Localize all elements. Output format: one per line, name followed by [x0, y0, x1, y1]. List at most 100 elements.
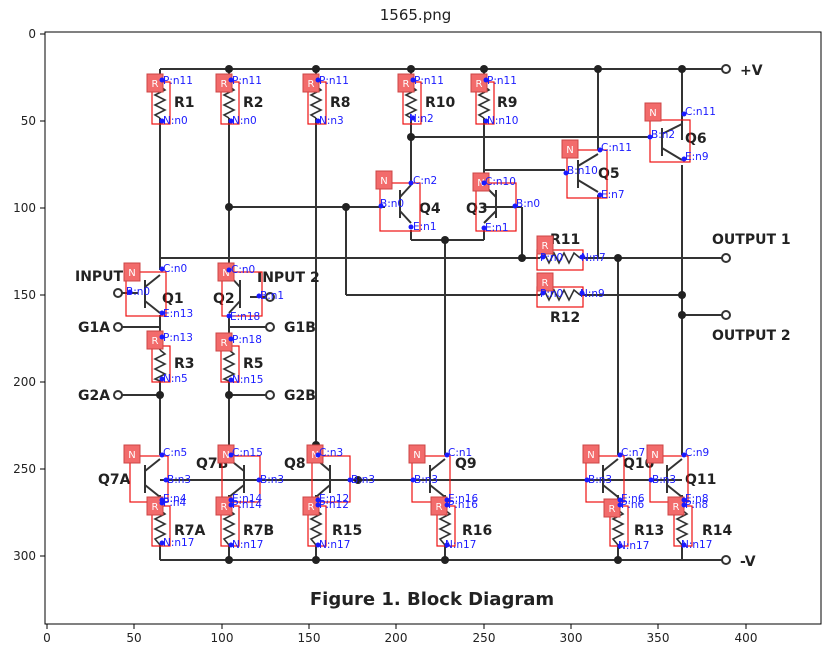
q7b-e-label: E:n14 [232, 493, 263, 505]
q1-tag: N [128, 268, 135, 279]
r10-n-label: N:n2 [409, 113, 434, 125]
label-r15: R15 [332, 523, 362, 539]
label-r14: R14 [702, 523, 733, 539]
label-minus-v: -V [740, 554, 756, 570]
r2-tag: R [221, 79, 228, 90]
label-r13: R13 [634, 523, 664, 539]
q7b-c-label: C:n15 [232, 447, 263, 459]
component-labels: R1 R2 R8 R10 R9 R3 R5 R7A R7B R15 R16 R1… [75, 63, 791, 570]
minus-v-terminal [721, 555, 731, 565]
label-r9: R9 [497, 95, 518, 111]
r8-tag: R [308, 79, 315, 90]
label-q2: Q2 [213, 291, 235, 307]
q7b-b-label: B:n3 [260, 474, 284, 486]
r15-p-label: P:n12 [319, 499, 349, 511]
label-input2: INPUT 2 [257, 270, 320, 286]
r10-tag: R [403, 79, 410, 90]
r11-box [536, 249, 584, 271]
label-q4: Q4 [419, 201, 441, 217]
q10-b-label: B:n3 [588, 474, 612, 486]
q6-box [649, 119, 691, 163]
q11-b-label: B:n3 [652, 474, 676, 486]
input1-terminal [113, 288, 123, 298]
label-r12: R12 [550, 310, 580, 326]
q3-tag: N [477, 178, 484, 189]
q9-c-label: C:n1 [448, 447, 472, 459]
q4-symbol [399, 184, 412, 224]
q1-b-label: B:n0 [126, 286, 150, 298]
label-g2a: G2A [78, 388, 110, 404]
q2-tag: N [222, 268, 229, 279]
r9-p-label: P:n11 [487, 75, 517, 87]
r1-tag: R [152, 79, 159, 90]
q10-tag: N [587, 450, 594, 461]
r3-p-label: P:n13 [163, 332, 193, 344]
r3-tag: R [152, 336, 159, 347]
r15-n-label: N:n17 [319, 539, 350, 551]
r13-zigzag [611, 509, 625, 546]
pin-dots [127, 77, 687, 549]
r3-zigzag [153, 349, 167, 382]
r14-n-label: N:n17 [681, 539, 712, 551]
label-q9: Q9 [455, 456, 477, 472]
r7a-p-label: P:n4 [163, 497, 187, 509]
label-r7b: R7B [243, 523, 274, 539]
x-axis-ticks: 0 50 100 150 200 250 300 350 400 [43, 624, 757, 645]
label-q5: Q5 [598, 166, 620, 182]
output1-terminal [721, 253, 731, 263]
label-r5: R5 [243, 356, 264, 372]
q5-b-label: B:n10 [567, 165, 598, 177]
q1-symbol [144, 274, 161, 314]
r5-p-label: P:n18 [232, 334, 262, 346]
r12-box [536, 286, 584, 308]
q3-e-label: E:n1 [485, 222, 509, 234]
q8-c-label: C:n3 [319, 447, 343, 459]
q4-c-label: C:n2 [413, 175, 437, 187]
q7a-b-label: B:n3 [167, 474, 191, 486]
r16-zigzag [438, 509, 452, 546]
r10-p-label: P:n11 [414, 75, 444, 87]
r1-p-label: P:n11 [163, 75, 193, 87]
q9-e-label: E:n16 [448, 493, 479, 505]
r16-tag: R [436, 502, 443, 513]
label-g1b: G1B [284, 320, 316, 336]
r14-tag: R [673, 502, 680, 513]
q2-e-label: E:n18 [230, 311, 260, 323]
q5-e-label: E:n7 [601, 189, 625, 201]
r11-zigzag [539, 251, 581, 265]
q2-c-label: C:n0 [231, 264, 255, 276]
r7b-tag: R [221, 502, 228, 513]
r1-n-label: N:n0 [163, 115, 188, 127]
r7b-p-label: P:n14 [232, 499, 262, 511]
label-r16: R16 [462, 523, 492, 539]
q10-symbol [602, 458, 619, 498]
terminals [113, 64, 731, 565]
label-output2: OUTPUT 2 [712, 328, 791, 344]
r16-p-label: P:n16 [448, 499, 478, 511]
annotation-overlay: R R R R R R R R R R R R R R R N N N N N … [123, 73, 716, 552]
label-input1: INPUT 1 [75, 269, 138, 285]
y-tick-label: 0 [28, 27, 36, 41]
r11-p-label: P:n0 [540, 252, 563, 264]
q4-b-label: B:n0 [380, 198, 404, 210]
q6-c-label: C:n11 [685, 106, 716, 118]
q1-box [125, 271, 167, 317]
r7a-tag: R [152, 502, 159, 513]
label-r10: R10 [425, 95, 456, 111]
r16-n-label: N:n17 [445, 539, 476, 551]
q3-c-label: C:n10 [485, 176, 516, 188]
q8-e-label: E:n12 [319, 493, 349, 505]
x-tick-label: 150 [298, 631, 321, 645]
x-tick-label: 300 [560, 631, 583, 645]
q5-symbol [577, 153, 599, 193]
x-tick-label: 100 [211, 631, 234, 645]
r15-tag: R [308, 502, 315, 513]
r9-n-label: N:n10 [487, 115, 518, 127]
q5-c-label: C:n11 [601, 142, 632, 154]
y-tick-label: 50 [21, 114, 36, 128]
q2-box [221, 271, 263, 317]
label-r8: R8 [330, 95, 351, 111]
y-tick-label: 100 [13, 201, 36, 215]
r12-tag: R [542, 278, 549, 289]
